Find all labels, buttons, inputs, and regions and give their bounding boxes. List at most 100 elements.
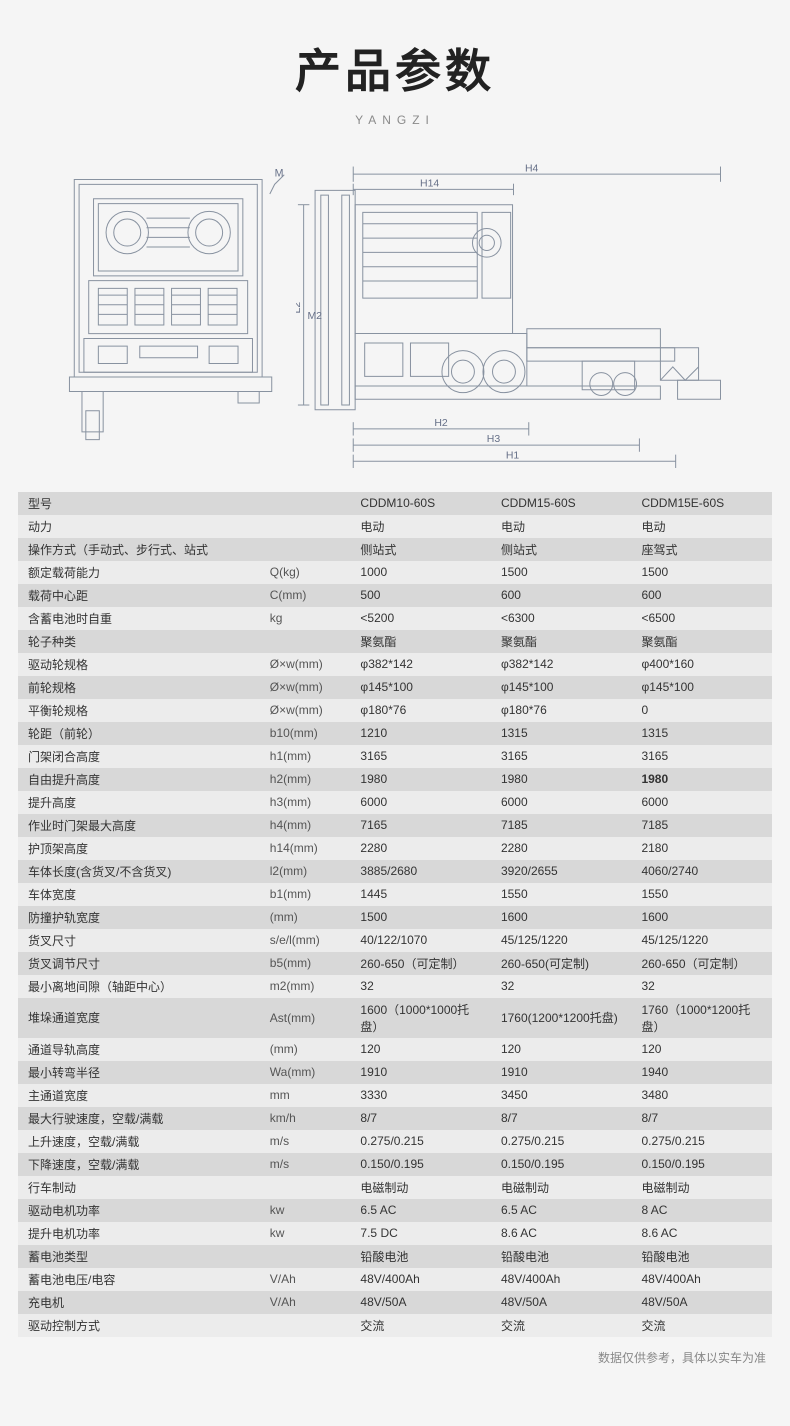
- spec-value: φ382*142: [350, 653, 491, 676]
- spec-value: 32: [631, 975, 772, 998]
- spec-value: 6.5 AC: [350, 1199, 491, 1222]
- spec-value: 电磁制动: [631, 1176, 772, 1199]
- spec-label: 最小转弯半径: [18, 1061, 260, 1084]
- spec-label: 前轮规格: [18, 676, 260, 699]
- table-row: 平衡轮规格Ø×w(mm)φ180*76φ180*760: [18, 699, 772, 722]
- spec-value: 3165: [350, 745, 491, 768]
- spec-value: <5200: [350, 607, 491, 630]
- table-row: 下降速度，空载/满载m/s0.150/0.1950.150/0.1950.150…: [18, 1153, 772, 1176]
- spec-unit: l2(mm): [260, 860, 351, 883]
- dim-label-l2: L2: [296, 302, 303, 314]
- spec-value: 260-650（可定制）: [631, 952, 772, 975]
- spec-unit: h1(mm): [260, 745, 351, 768]
- spec-label: 车体长度(含货叉/不含货叉): [18, 860, 260, 883]
- spec-unit: V/Ah: [260, 1268, 351, 1291]
- spec-value: 铅酸电池: [631, 1245, 772, 1268]
- spec-value: 铅酸电池: [491, 1245, 632, 1268]
- table-row: 货叉尺寸s/e/l(mm)40/122/107045/125/122045/12…: [18, 929, 772, 952]
- dim-label-h3: H3: [487, 434, 501, 445]
- spec-label: 通道导轨高度: [18, 1038, 260, 1061]
- spec-value: <6500: [631, 607, 772, 630]
- table-row: 操作方式（手动式、步行式、站式侧站式侧站式座驾式: [18, 538, 772, 561]
- table-row: 护顶架高度h14(mm)228022802180: [18, 837, 772, 860]
- spec-unit: Wa(mm): [260, 1061, 351, 1084]
- page-title: 产品参数: [0, 35, 790, 101]
- spec-unit: b1(mm): [260, 883, 351, 906]
- spec-label: 驱动电机功率: [18, 1199, 260, 1222]
- spec-value: 1600: [491, 906, 632, 929]
- title-block: 产品参数 YANGZI: [0, 0, 790, 152]
- spec-unit: h4(mm): [260, 814, 351, 837]
- spec-table-body: 型号CDDM10-60SCDDM15-60SCDDM15E-60S动力电动电动电…: [18, 492, 772, 1337]
- spec-value: 1500: [491, 561, 632, 584]
- spec-value: 7185: [631, 814, 772, 837]
- spec-label: 提升电机功率: [18, 1222, 260, 1245]
- spec-unit: kw: [260, 1222, 351, 1245]
- spec-value: φ180*76: [350, 699, 491, 722]
- spec-table: 型号CDDM10-60SCDDM15-60SCDDM15E-60S动力电动电动电…: [18, 492, 772, 1337]
- spec-value: φ400*160: [631, 653, 772, 676]
- spec-value: 电动: [350, 515, 491, 538]
- front-view-diagram: M: [55, 157, 286, 472]
- spec-unit: h14(mm): [260, 837, 351, 860]
- spec-value: 32: [350, 975, 491, 998]
- spec-value: 0.275/0.215: [350, 1130, 491, 1153]
- spec-unit: m2(mm): [260, 975, 351, 998]
- spec-label: 车体宽度: [18, 883, 260, 906]
- spec-value: 4060/2740: [631, 860, 772, 883]
- table-row: 轮距（前轮）b10(mm)121013151315: [18, 722, 772, 745]
- spec-value: 3165: [491, 745, 632, 768]
- table-row: 型号CDDM10-60SCDDM15-60SCDDM15E-60S: [18, 492, 772, 515]
- table-row: 提升高度h3(mm)600060006000: [18, 791, 772, 814]
- spec-unit: Ø×w(mm): [260, 653, 351, 676]
- spec-value: 48V/400Ah: [631, 1268, 772, 1291]
- table-row: 防撞护轨宽度(mm)150016001600: [18, 906, 772, 929]
- table-row: 最小转弯半径Wa(mm)191019101940: [18, 1061, 772, 1084]
- table-row: 蓄电池类型铅酸电池铅酸电池铅酸电池: [18, 1245, 772, 1268]
- spec-value: 座驾式: [631, 538, 772, 561]
- spec-label: 载荷中心距: [18, 584, 260, 607]
- spec-label: 货叉调节尺寸: [18, 952, 260, 975]
- spec-unit: Ø×w(mm): [260, 699, 351, 722]
- spec-label: 充电机: [18, 1291, 260, 1314]
- spec-label: 提升高度: [18, 791, 260, 814]
- spec-value: 48V/50A: [491, 1291, 632, 1314]
- spec-value: 3450: [491, 1084, 632, 1107]
- spec-label: 蓄电池类型: [18, 1245, 260, 1268]
- spec-value: 交流: [491, 1314, 632, 1337]
- spec-value: 48V/50A: [350, 1291, 491, 1314]
- spec-label: 门架闭合高度: [18, 745, 260, 768]
- spec-unit: [260, 1176, 351, 1199]
- spec-value: φ382*142: [491, 653, 632, 676]
- spec-value: 1550: [491, 883, 632, 906]
- table-row: 最大行驶速度，空载/满载km/h8/78/78/7: [18, 1107, 772, 1130]
- spec-unit: [260, 538, 351, 561]
- spec-unit: b5(mm): [260, 952, 351, 975]
- spec-value: 交流: [631, 1314, 772, 1337]
- spec-value: 0.275/0.215: [491, 1130, 632, 1153]
- spec-value: φ145*100: [350, 676, 491, 699]
- spec-unit: km/h: [260, 1107, 351, 1130]
- spec-label: 作业时门架最大高度: [18, 814, 260, 837]
- table-row: 门架闭合高度h1(mm)316531653165: [18, 745, 772, 768]
- spec-label: 额定载荷能力: [18, 561, 260, 584]
- spec-value: 7185: [491, 814, 632, 837]
- spec-unit: [260, 515, 351, 538]
- table-row: 作业时门架最大高度h4(mm)716571857185: [18, 814, 772, 837]
- spec-value: 1550: [631, 883, 772, 906]
- spec-value: CDDM15-60S: [491, 492, 632, 515]
- spec-value: 1210: [350, 722, 491, 745]
- table-row: 蓄电池电压/电容V/Ah48V/400Ah48V/400Ah48V/400Ah: [18, 1268, 772, 1291]
- spec-value: 48V/400Ah: [491, 1268, 632, 1291]
- spec-value: 48V/400Ah: [350, 1268, 491, 1291]
- spec-label: 护顶架高度: [18, 837, 260, 860]
- spec-value: 8 AC: [631, 1199, 772, 1222]
- spec-label: 平衡轮规格: [18, 699, 260, 722]
- dim-label-h4: H4: [525, 163, 539, 174]
- side-view-diagram: H4 H14 L2 M2 H2 H3 H1: [296, 157, 735, 472]
- table-row: 轮子种类聚氨酯聚氨酯聚氨酯: [18, 630, 772, 653]
- spec-value: 0.150/0.195: [631, 1153, 772, 1176]
- spec-value: 0.275/0.215: [631, 1130, 772, 1153]
- spec-unit: mm: [260, 1084, 351, 1107]
- spec-value: 8.6 AC: [491, 1222, 632, 1245]
